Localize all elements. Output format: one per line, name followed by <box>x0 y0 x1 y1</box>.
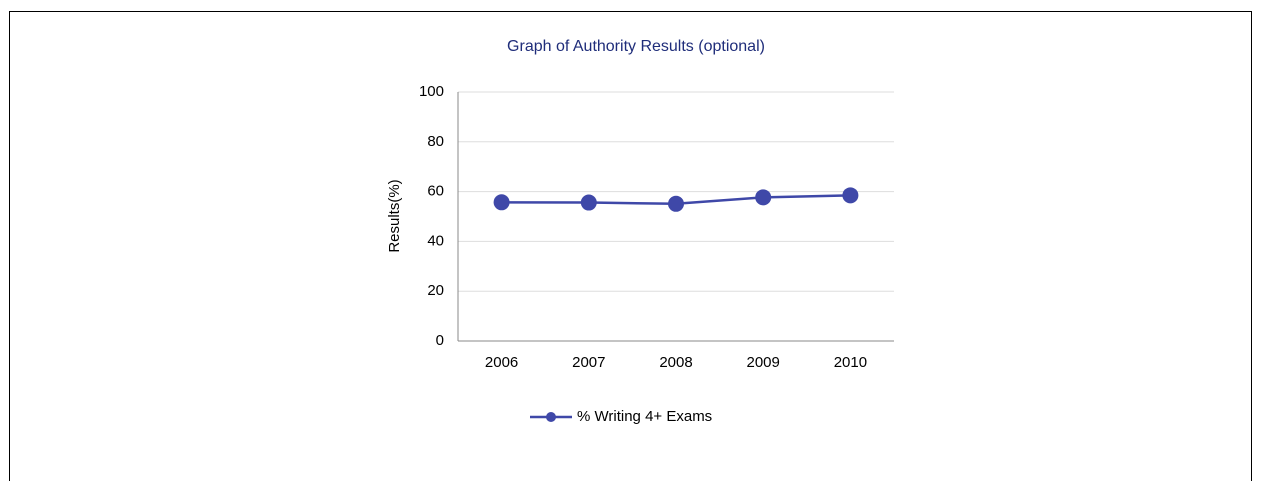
panel-frame <box>9 11 1252 481</box>
y-tick-label: 80 <box>427 133 444 150</box>
y-tick-label: 60 <box>427 183 444 200</box>
y-tick-label: 0 <box>436 332 444 349</box>
x-tick-label: 2006 <box>485 354 518 371</box>
legend-label: % Writing 4+ Exams <box>577 408 712 425</box>
data-point <box>668 195 684 212</box>
y-tick-label: 100 <box>419 83 444 100</box>
x-tick-label: 2008 <box>659 354 692 371</box>
data-point <box>842 187 859 204</box>
data-point <box>755 189 772 206</box>
x-tick-label: 2010 <box>834 354 867 371</box>
x-tick-label: 2007 <box>572 354 605 371</box>
legend-marker <box>546 412 556 422</box>
y-axis-label: Results(%) <box>386 179 403 252</box>
data-point <box>493 194 510 211</box>
y-tick-label: 40 <box>427 232 444 249</box>
data-point <box>580 194 597 211</box>
y-tick-label: 20 <box>427 282 444 299</box>
x-tick-label: 2009 <box>747 354 780 371</box>
chart-title: Graph of Authority Results (optional) <box>507 38 765 55</box>
